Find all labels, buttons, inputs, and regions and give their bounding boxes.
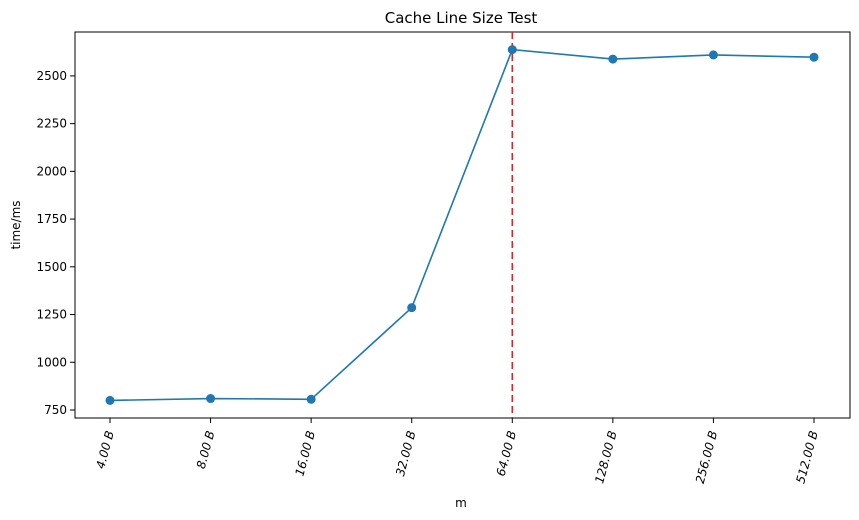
- data-point: [507, 45, 517, 55]
- series-layer: [105, 45, 819, 405]
- x-tick-label: 32.00 B: [393, 429, 419, 477]
- y-tick-label: 2250: [36, 117, 67, 131]
- data-point: [809, 52, 819, 62]
- y-tick-label: 2500: [36, 69, 67, 83]
- plot-area: [74, 31, 851, 419]
- plot-frame: [74, 31, 851, 419]
- data-point: [306, 394, 316, 404]
- y-tick-label: 750: [44, 403, 67, 417]
- y-tick-label: 1000: [36, 355, 67, 369]
- data-point: [708, 50, 718, 60]
- x-tick-label: 64.00 B: [494, 429, 520, 477]
- y-tick-label: 1250: [36, 308, 67, 322]
- data-point: [407, 303, 417, 313]
- data-point: [608, 54, 618, 64]
- x-axis: 4.00 B 8.00 B 16.00 B 32.00 B 64.00 B 128.00 …: [93, 418, 821, 485]
- y-axis: 750 1000 1250 1500 1750 2000 2250 2500: [36, 69, 75, 417]
- x-tick-label: 256.00 B: [693, 429, 721, 485]
- y-tick-label: 1500: [36, 260, 67, 274]
- x-tick-label: 8.00 B: [194, 429, 218, 470]
- series-line: [109, 48, 815, 402]
- y-tick-label: 1750: [36, 212, 67, 226]
- x-axis-label: m: [455, 496, 467, 510]
- x-tick-label: 128.00 B: [592, 429, 620, 485]
- x-tick-label: 4.00 B: [93, 429, 117, 470]
- y-axis-label: time/ms: [9, 200, 23, 249]
- y-tick-label: 2000: [36, 164, 67, 178]
- chart-title: Cache Line Size Test: [385, 9, 538, 27]
- x-tick-label: 16.00 B: [293, 429, 319, 477]
- x-tick-label: 512.00 B: [793, 429, 821, 485]
- data-point: [105, 395, 115, 405]
- data-point: [206, 394, 216, 404]
